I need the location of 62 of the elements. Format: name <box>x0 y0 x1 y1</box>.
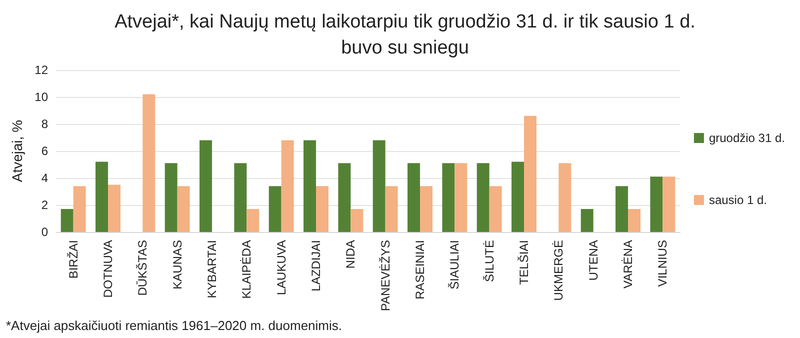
y-tick-label: 0 <box>41 225 48 239</box>
x-tick-label: UKMERGĖ <box>552 240 566 301</box>
chart-title: Atvejai*, kai Naujų metų laikotarpiu tik gruodžio 31 d. ir tik sausio 1 d. buvo su sniegu <box>114 12 696 58</box>
x-tick-label: KLAIPĖDA <box>240 240 254 299</box>
y-axis-title: Atvejai, % <box>8 120 25 182</box>
bar <box>142 94 156 232</box>
bar <box>580 209 594 232</box>
bar <box>385 186 398 232</box>
legend-label: sausio 1 d. <box>708 193 767 207</box>
legend-label: gruodžio 31 d. <box>708 131 786 145</box>
bar <box>662 176 676 232</box>
bar <box>246 209 260 232</box>
x-tick-label: LAZDIJAI <box>309 240 323 292</box>
bar <box>454 163 468 232</box>
bar <box>108 184 120 232</box>
x-tick-label: KAUNAS <box>170 240 184 290</box>
x-tick-label: RASEINIAI <box>413 240 427 300</box>
x-tick-label: BIRŽAI <box>66 240 80 279</box>
bar <box>338 163 351 232</box>
x-tick-label: ŠILUTĖ <box>482 240 496 282</box>
bar <box>281 140 294 232</box>
y-tick-label: 8 <box>41 117 48 131</box>
bar <box>524 116 536 232</box>
bar <box>628 209 640 232</box>
x-tick-label: ŠIAULIAI <box>448 240 462 290</box>
y-tick-label: 4 <box>41 171 48 185</box>
x-tick-label: DŪKŠTAS <box>136 240 150 296</box>
bar <box>234 163 247 232</box>
y-tick-label: 6 <box>41 144 48 158</box>
bar <box>164 163 178 232</box>
bar <box>558 163 572 232</box>
x-tick-label: NIDA <box>344 240 358 269</box>
bar <box>420 186 432 232</box>
bar <box>512 162 524 232</box>
bar <box>442 163 455 232</box>
bar <box>372 140 386 232</box>
x-tick-label: VILNIUS <box>656 240 670 287</box>
bar <box>408 163 420 232</box>
x-tick-label: PANEVĖŽYS <box>378 240 392 312</box>
bar <box>73 186 86 232</box>
x-tick-label: KYBARTAI <box>205 240 219 298</box>
x-tick-label: TELŠIAI <box>517 240 531 285</box>
text: *Atvejai apskaičiuoti remiantis 1961–2020 m. duomenimis. <box>6 318 342 333</box>
bar <box>304 140 316 232</box>
bar <box>476 163 490 232</box>
bar <box>96 162 108 232</box>
x-tick-label: DOTNUVA <box>101 240 115 298</box>
x-tick-label: VARĖNA <box>621 240 635 288</box>
y-tick-label: 12 <box>34 63 48 77</box>
y-tick-label: 10 <box>34 90 48 104</box>
bar <box>177 186 190 232</box>
bar <box>350 209 364 232</box>
y-tick-label: 2 <box>41 198 48 212</box>
x-tick-label: UTENA <box>586 240 600 281</box>
bar <box>200 140 212 232</box>
bar <box>316 186 328 232</box>
bar <box>268 186 282 232</box>
x-tick-label: LAUKUVA <box>274 240 288 296</box>
bar <box>489 186 502 232</box>
bar <box>60 209 74 232</box>
bar <box>616 186 628 232</box>
bar <box>650 176 663 232</box>
